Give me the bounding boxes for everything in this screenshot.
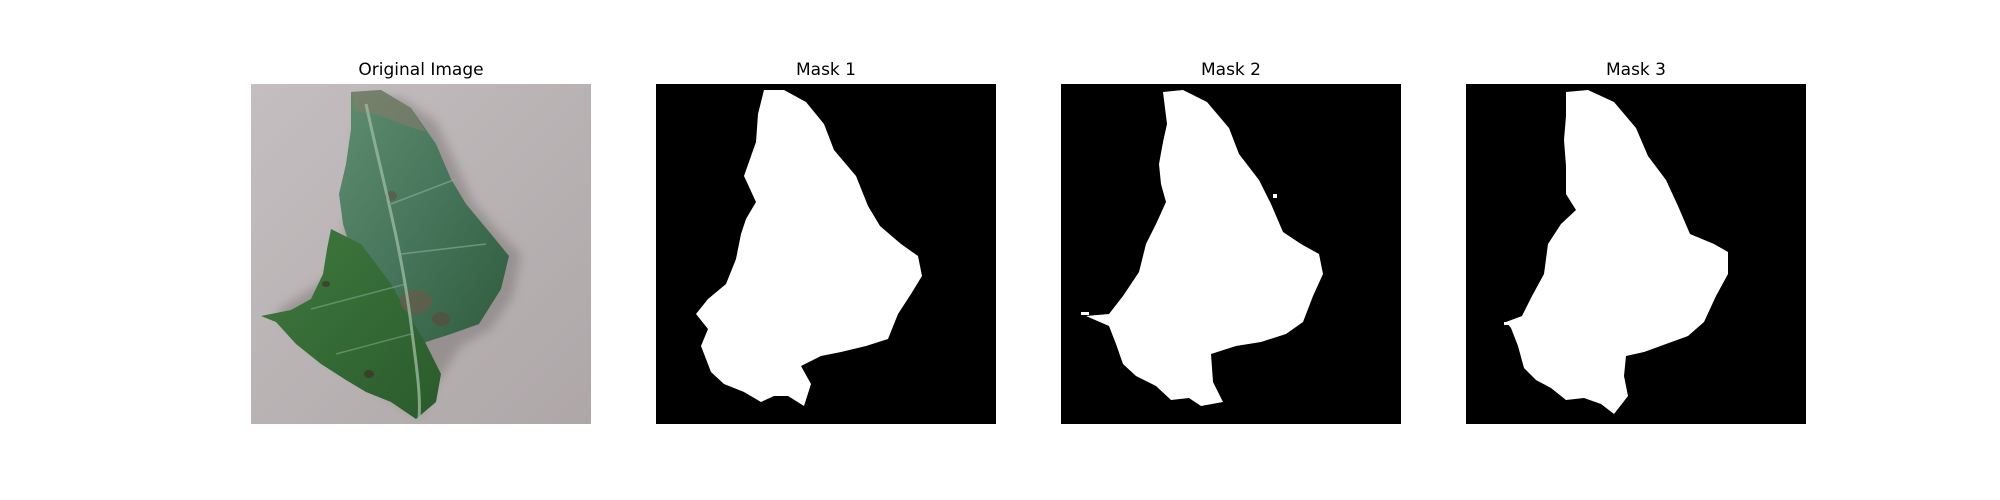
mask-2-region [1086,90,1323,406]
mask-3-image [1466,84,1806,424]
leaf-midrib [364,103,421,420]
leaf-spot [432,312,450,326]
panel-title-original: Original Image [358,60,484,80]
panel-title-mask-2: Mask 2 [1200,60,1261,80]
leaf-lower [261,229,441,419]
mask-1-image [656,84,996,424]
leaf-spot [364,370,374,378]
panel-title-mask-1: Mask 1 [795,60,856,80]
mask-3-region [1506,90,1728,414]
panel-title-mask-3: Mask 3 [1605,60,1666,80]
leaf-vein [335,333,412,355]
leaf-vein [390,178,457,205]
mask-1-region [696,90,922,406]
mask-3-speck [1504,322,1510,325]
mask-2-image [1061,84,1401,424]
leaf-dry-edge [351,90,426,132]
leaf-spot [400,290,432,314]
leaf-vein [400,243,487,255]
original-leaf-photo [251,84,591,424]
leaf-spot [322,281,330,287]
leaf-upper [339,90,509,364]
mask-2-speck [1273,194,1277,198]
leaf-vein [310,283,407,310]
mask-2-speck [1081,312,1089,315]
